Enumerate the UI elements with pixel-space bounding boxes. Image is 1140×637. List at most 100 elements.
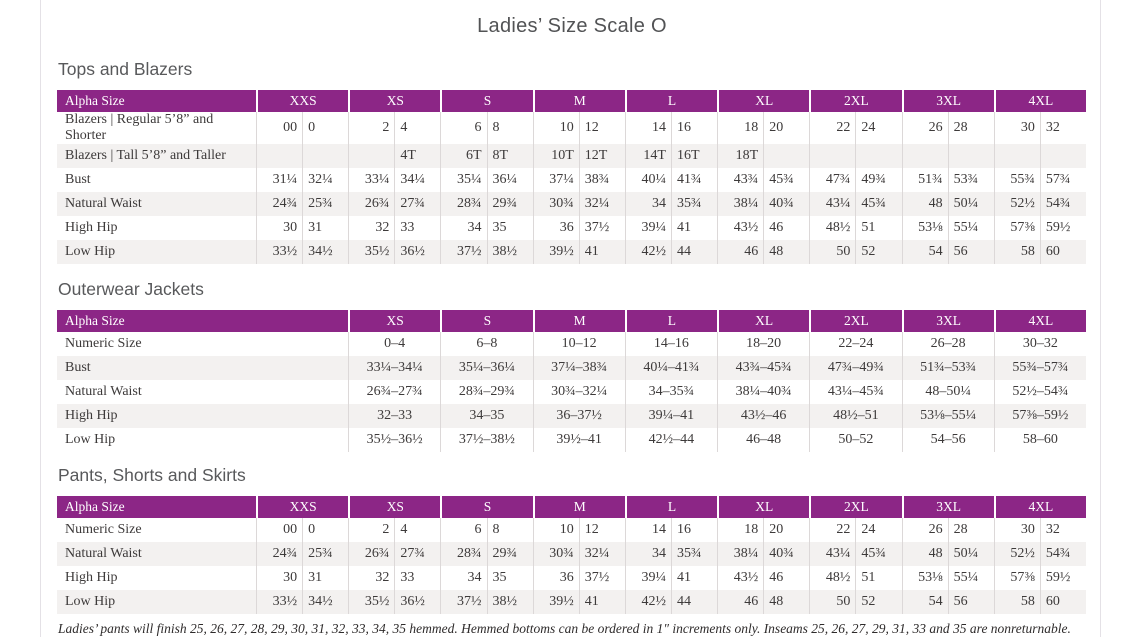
size-group-header: 4XL xyxy=(993,496,1086,518)
size-value-cell xyxy=(302,144,349,168)
size-value-cell: 12 xyxy=(578,518,625,542)
size-value-cell: 57¾ xyxy=(1039,168,1086,192)
table-row: High Hip 30 31 32 33 34 35 36 37½ 39¼ 41 43½ 46 48½ 51… xyxy=(57,566,1086,590)
row-label: Numeric Size xyxy=(65,336,142,351)
size-value-cell: 56 xyxy=(947,240,994,264)
size-value-cell: 60 xyxy=(1039,240,1086,264)
size-value-cell: 2 xyxy=(348,518,394,542)
row-label: Numeric Size xyxy=(65,522,142,537)
size-value-cell: 37½–38½ xyxy=(440,428,532,452)
size-value-cell: 48½ xyxy=(809,566,855,590)
table-row: Natural Waist 26¾–27¾ 28¾–29¾ 30¾–32¼ 34–35¾… xyxy=(57,380,1086,404)
size-group-header: L xyxy=(624,310,717,332)
tables-container: Tops and Blazers Alpha Size XXS XS S M L XL 2XL 3… xyxy=(57,59,1087,614)
size-group-header: 3XL xyxy=(901,90,994,112)
size-value-cell: 33½ xyxy=(256,590,303,614)
size-value-cell: 38½ xyxy=(486,240,533,264)
row-label: Low Hip xyxy=(57,590,256,614)
size-value-cell: 30–32 xyxy=(993,332,1086,356)
size-value-cell: 52½ xyxy=(993,192,1040,216)
size-value-cell: 37½ xyxy=(578,566,625,590)
size-value-cell: 22 xyxy=(809,112,855,144)
size-value-cell: 6T xyxy=(440,144,487,168)
size-value-cell: 39½ xyxy=(532,590,579,614)
size-value-cell: 26 xyxy=(901,518,948,542)
row-label: Natural Waist xyxy=(57,192,256,216)
size-value-cell: 34¼ xyxy=(394,168,440,192)
row-label: Low Hip xyxy=(57,240,256,264)
size-value-cell xyxy=(348,144,395,168)
size-value-cell: 37¼ xyxy=(532,168,579,192)
size-value-cell: 49¾ xyxy=(855,168,901,192)
size-value-cell: 25¾ xyxy=(302,542,349,566)
size-value-cell: 55¾–57¾ xyxy=(993,356,1086,380)
size-value-cell: 41¾ xyxy=(670,168,717,192)
size-value-cell: 57⅜ xyxy=(993,216,1040,240)
size-value-cell: 18–20 xyxy=(717,332,809,356)
size-value-cell: 2 xyxy=(348,112,394,144)
size-value-cell: 32 xyxy=(1039,518,1086,542)
table-row: High Hip 30 31 32 33 34 35 36 37½ 39¼ 41 43½ 46 48½ 51… xyxy=(57,216,1086,240)
size-value-cell: 43¾–45¾ xyxy=(717,356,810,380)
size-value-cell xyxy=(947,144,994,168)
size-group-header: XL xyxy=(717,90,810,112)
size-value-cell: 10 xyxy=(532,518,579,542)
size-value-cell: 35¾ xyxy=(670,192,718,216)
size-value-cell: 33 xyxy=(394,566,440,590)
size-value-cell: 41 xyxy=(670,216,717,240)
size-group-header: 2XL xyxy=(809,90,902,112)
size-value-cell: 48 xyxy=(901,192,948,216)
size-group-header: XL xyxy=(717,496,810,518)
size-value-cell: 28¾ xyxy=(440,192,487,216)
size-value-cell: 30¾–32¼ xyxy=(532,380,625,404)
header-row: Alpha Size XXS XS S M L XL 2XL 3XL 4XL xyxy=(57,90,1086,112)
size-value-cell: 40¾ xyxy=(763,542,810,566)
size-value-cell: 20 xyxy=(763,112,809,144)
size-value-cell: 39¼ xyxy=(624,216,671,240)
size-value-cell: 34½ xyxy=(302,240,349,264)
size-value-cell: 41 xyxy=(578,240,625,264)
size-group-header: 2XL xyxy=(809,496,902,518)
table-row: Numeric Size 00 0 2 4 6 8 10 12 14 16 18 20 22 24 26 28 3… xyxy=(57,518,1086,542)
size-value-cell: 39½ xyxy=(532,240,579,264)
size-value-cell: 54¾ xyxy=(1039,192,1086,216)
size-value-cell xyxy=(993,144,1040,168)
size-value-cell xyxy=(763,144,810,168)
size-value-cell: 40¼ xyxy=(624,168,671,192)
size-value-cell: 00 xyxy=(256,112,302,144)
size-value-cell: 37¼–38¾ xyxy=(532,356,625,380)
page-border-left xyxy=(40,0,41,637)
size-value-cell: 24¾ xyxy=(256,192,303,216)
size-value-cell: 32 xyxy=(348,566,394,590)
size-value-cell: 6–8 xyxy=(440,332,532,356)
size-value-cell: 57⅜ xyxy=(993,566,1040,590)
size-value-cell: 51¾ xyxy=(901,168,948,192)
size-group-header: 4XL xyxy=(993,310,1086,332)
size-value-cell: 47¾–49¾ xyxy=(809,356,902,380)
size-value-cell: 58–60 xyxy=(993,428,1086,452)
size-value-cell: 14–16 xyxy=(624,332,717,356)
row-label: High Hip xyxy=(65,220,118,235)
table-row: Blazers | Regular 5’8” and Shorter 00 0 2 4 6… xyxy=(57,112,1086,144)
size-value-cell: 53⅛ xyxy=(901,216,948,240)
size-value-cell: 14 xyxy=(624,112,671,144)
size-value-cell: 38¼ xyxy=(717,542,764,566)
size-value-cell: 44 xyxy=(670,240,718,264)
size-table-section: Outerwear Jackets Alpha Size XS S M L XL 2XL 3XL… xyxy=(57,279,1087,452)
size-value-cell: 10 xyxy=(532,112,579,144)
size-value-cell: 43¼–45¾ xyxy=(809,380,901,404)
table-row: Bust 33¼–34¼ 35¼–36¼ 37¼–38¾ 40¼–41¾ 43¾–45¾ 4… xyxy=(57,356,1086,380)
page-border-right xyxy=(1100,0,1101,637)
size-value-cell: 39¼–41 xyxy=(624,404,717,428)
size-value-cell: 26¾ xyxy=(348,192,395,216)
size-value-cell: 38½ xyxy=(486,590,533,614)
size-value-cell: 37½ xyxy=(578,216,625,240)
size-value-cell: 18T xyxy=(717,144,764,168)
section-heading: Tops and Blazers xyxy=(58,59,193,79)
size-value-cell: 36 xyxy=(532,216,579,240)
size-value-cell: 00 xyxy=(256,518,302,542)
size-value-cell: 43½ xyxy=(717,566,763,590)
size-value-cell: 46 xyxy=(717,590,764,614)
size-value-cell: 50–52 xyxy=(809,428,901,452)
size-value-cell: 34 xyxy=(440,566,486,590)
